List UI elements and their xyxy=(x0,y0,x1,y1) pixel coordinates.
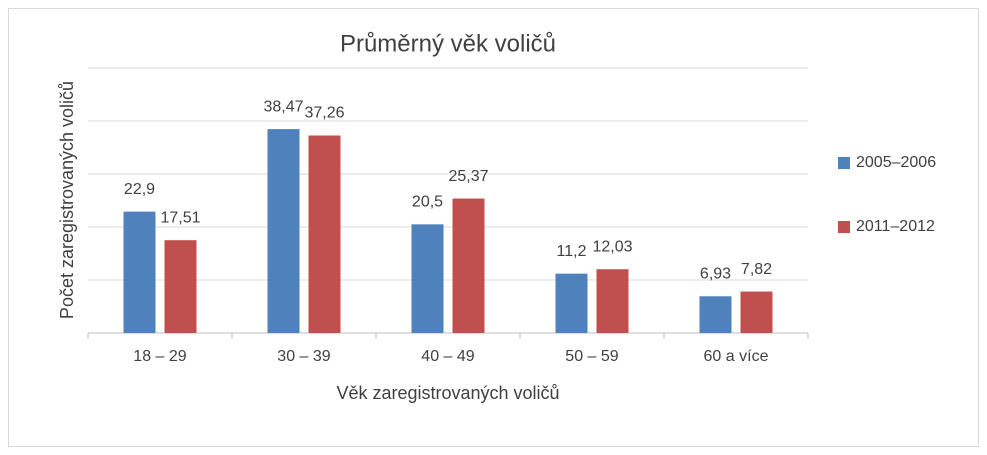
bar xyxy=(555,273,588,333)
value-label: 12,03 xyxy=(592,238,632,255)
value-label: 6,93 xyxy=(700,265,731,282)
value-label: 11,2 xyxy=(557,243,587,260)
bar xyxy=(740,291,773,333)
x-tick-label: 50 – 59 xyxy=(565,348,618,365)
x-tick-label: 30 – 39 xyxy=(277,348,330,365)
value-label: 22,9 xyxy=(124,181,155,198)
x-axis-label: Věk zaregistrovaných voličů xyxy=(336,383,559,403)
legend-label: 2005–2006 xyxy=(856,154,936,171)
legend-swatch xyxy=(838,221,850,233)
x-tick-label: 18 – 29 xyxy=(133,348,186,365)
bar xyxy=(596,269,629,333)
bar xyxy=(411,224,444,333)
bar xyxy=(164,240,197,333)
chart-title: Průměrný věk voličů xyxy=(340,30,556,57)
bar xyxy=(699,296,732,333)
legend-swatch xyxy=(838,157,850,169)
y-axis-label: Počet zaregistrovaných voličů xyxy=(57,81,77,319)
legend-label: 2011–2012 xyxy=(856,218,935,235)
x-tick-label: 60 a více xyxy=(704,348,769,365)
bar xyxy=(267,129,300,333)
bar xyxy=(452,198,485,333)
value-label: 17,51 xyxy=(160,209,200,226)
value-label: 25,37 xyxy=(448,168,488,185)
bar xyxy=(123,211,156,333)
x-tick-label: 40 – 49 xyxy=(421,348,474,365)
value-label: 37,26 xyxy=(304,105,344,122)
value-label: 38,47 xyxy=(263,98,303,115)
value-label: 7,82 xyxy=(741,261,772,278)
bar xyxy=(308,135,341,333)
value-label: 20,5 xyxy=(412,194,443,211)
